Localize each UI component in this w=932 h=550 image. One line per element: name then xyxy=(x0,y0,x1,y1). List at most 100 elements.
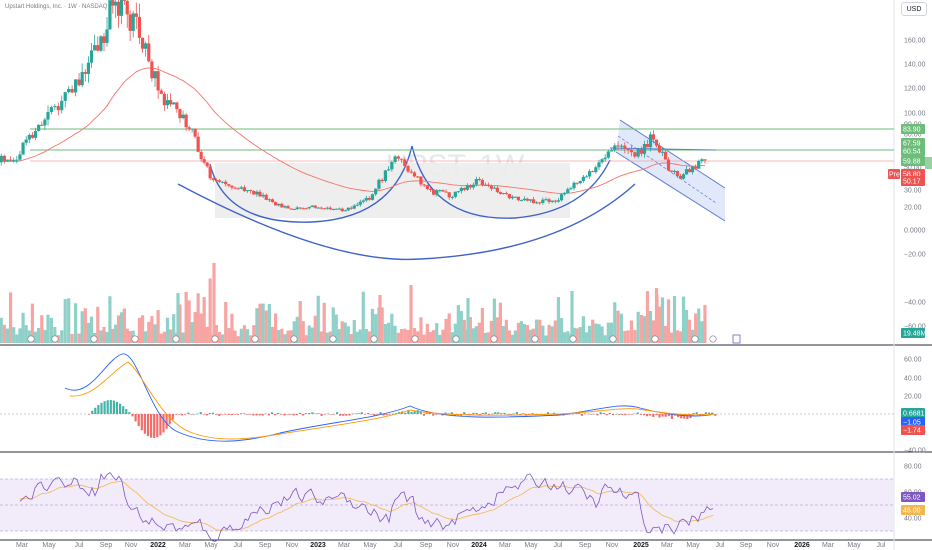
volume-bar xyxy=(591,319,595,343)
volume-bar xyxy=(196,293,200,343)
candle-body xyxy=(364,197,368,201)
candle-body xyxy=(264,194,268,200)
earnings-marker xyxy=(131,335,139,343)
candle-body xyxy=(412,172,417,177)
volume-bar xyxy=(681,296,686,343)
macd-hist-bar xyxy=(236,414,239,415)
macd-hist-bar xyxy=(642,414,646,416)
macd-hist-bar xyxy=(391,413,394,415)
candle-body xyxy=(307,207,311,209)
macd-hist-bar xyxy=(168,414,171,425)
candle-body xyxy=(383,170,387,182)
candle-body xyxy=(619,145,624,147)
macd-hist-bar xyxy=(332,414,336,415)
macd-hist-bar xyxy=(534,413,537,415)
candle-body xyxy=(245,190,250,192)
macd-panel xyxy=(0,353,894,442)
macd-hist-bar xyxy=(150,414,153,438)
candle-body xyxy=(613,145,617,151)
big-cup-curve xyxy=(177,183,636,261)
volume-bar xyxy=(181,332,185,343)
macd-hist-bar xyxy=(497,412,500,414)
candle-body xyxy=(468,185,472,188)
volume-bar xyxy=(390,313,394,343)
candle-body xyxy=(616,145,620,147)
price-badge: 67.59 xyxy=(903,141,921,148)
price-badge-bg xyxy=(901,156,925,166)
price-tick-label: 0.0000 xyxy=(904,228,926,235)
time-tick-label: Jul xyxy=(716,542,725,549)
volume-bar xyxy=(227,328,231,343)
candle-body xyxy=(374,188,378,195)
volume-bar xyxy=(483,332,487,343)
macd-hist-bar xyxy=(270,412,274,414)
volume-bar xyxy=(289,330,293,343)
volume-bar xyxy=(74,303,78,343)
candle-body xyxy=(208,166,212,179)
volume-bar xyxy=(575,328,579,343)
macd-hist-bar xyxy=(577,412,580,414)
volume-bar xyxy=(208,278,212,343)
candle-body xyxy=(334,208,338,210)
price-tick-label: −40.00 xyxy=(904,300,926,307)
candle-body xyxy=(236,188,240,190)
volume-bar xyxy=(468,317,472,343)
left-cup-curve xyxy=(209,145,413,223)
candle-body xyxy=(403,159,407,166)
macd-hist-bar xyxy=(429,412,432,414)
volume-bar xyxy=(46,314,50,343)
macd-hist-bar xyxy=(627,414,630,415)
volume-spike xyxy=(570,291,574,343)
macd-hist-bar xyxy=(376,414,379,415)
volume-bar xyxy=(694,313,698,343)
volume-bar xyxy=(277,330,281,343)
candle-body xyxy=(597,162,601,168)
volume-bar xyxy=(403,328,407,343)
candle-body xyxy=(370,194,375,200)
volume-bar xyxy=(349,334,353,343)
macd-hist-bar xyxy=(184,414,187,415)
volume-bar xyxy=(77,333,81,343)
candle-body xyxy=(27,134,31,140)
volume-bar xyxy=(30,303,35,343)
candle-body xyxy=(140,37,145,49)
volume-bar xyxy=(63,299,67,343)
candle-body xyxy=(178,109,182,119)
volume-bar xyxy=(310,327,314,343)
candle-body xyxy=(459,187,463,192)
currency-button[interactable]: USD xyxy=(901,2,927,16)
earnings-marker xyxy=(172,335,180,343)
volume-bar xyxy=(606,322,610,343)
candle-body xyxy=(639,149,644,154)
macd-hist-bar xyxy=(621,414,624,415)
macd-hist-bar xyxy=(379,412,382,414)
macd-hist-bar xyxy=(221,414,224,415)
earnings-marker xyxy=(531,335,539,343)
volume-bar xyxy=(352,319,356,343)
volume-bar xyxy=(40,315,44,343)
candle-body xyxy=(409,171,413,173)
time-tick-label: 2025 xyxy=(633,542,649,549)
time-tick-label: Mar xyxy=(338,542,351,549)
volume-bar xyxy=(43,329,47,343)
candle-body xyxy=(544,199,548,201)
volume-bar xyxy=(471,328,475,343)
volume-bar xyxy=(597,324,601,343)
volume-bar xyxy=(619,313,624,343)
volume-bar xyxy=(322,302,326,343)
candle-body xyxy=(498,192,502,194)
macd-hist-bar xyxy=(218,414,221,416)
earnings-marker xyxy=(370,335,378,343)
volume-bar xyxy=(584,332,589,343)
volume-bar xyxy=(242,325,247,343)
candle-body xyxy=(322,208,326,210)
earnings-marker xyxy=(709,335,717,343)
macd-hist-bar xyxy=(249,414,252,415)
time-axis[interactable]: Mar May Jul Sep Nov 2022 Mar May Jul Sep Nov 2023 Ma… xyxy=(16,542,886,549)
macd-hist-bar xyxy=(711,412,714,414)
candle-body xyxy=(128,14,132,31)
candle-body xyxy=(162,93,166,106)
candle-body xyxy=(609,150,614,152)
candle-body xyxy=(352,205,356,209)
